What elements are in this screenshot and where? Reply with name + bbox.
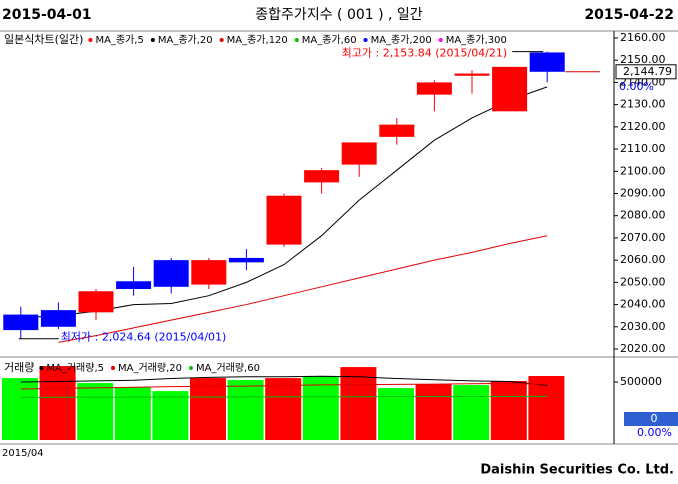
volume-bar [378,388,414,440]
y-tick-label: 2070.00 [620,231,666,244]
candle-body [492,66,528,112]
end-date: 2015-04-22 [584,7,674,23]
legend-entry: MA_종가,300 [446,34,507,46]
candle-body [40,310,76,327]
start-date: 2015-04-01 [2,7,92,23]
volume-bar [39,366,76,440]
legend-dot [219,38,224,42]
candle-body [228,257,264,263]
y-tick-label: 2120.00 [620,120,666,133]
low-annotation: 최저가 : 2,024.64 (2015/04/01) [61,331,227,344]
value-box [624,412,678,426]
ma-line [20,382,548,390]
volume-bar [415,384,452,440]
high-annotation: 최고가 : 2,153.84 (2015/04/21) [342,47,508,60]
legend-dot [111,366,115,370]
candle-body [454,73,490,76]
y-tick-label: 2020.00 [620,342,666,355]
y-tick-label: 2040.00 [620,298,666,311]
volume-bar [190,378,226,440]
y-tick-label: 500000 [620,375,662,388]
y-tick-label: 2100.00 [620,164,666,177]
y-tick-label: 2030.00 [620,320,666,333]
y-tick-label: 2050.00 [620,275,666,288]
last-price-box [615,64,677,80]
legend-entry: MA_종가,5 [95,34,143,46]
volume-bar [340,367,377,440]
y-tick-label: 2090.00 [620,187,666,200]
legend-dot [88,38,93,42]
volume-bar [528,376,565,440]
volume-bar [302,376,339,440]
y-tick-label: 2130.00 [620,98,666,111]
volume-bar [114,387,151,440]
candle-body [3,314,39,331]
legend-entry: MA_거래량,20 [118,362,182,374]
candle-body [78,291,114,313]
candle-body [379,124,415,137]
candle-body [341,142,377,165]
legend-dot [39,366,44,370]
footer: Daishin Securities Co. Ltd. [480,463,674,478]
ma-line [20,395,548,398]
change-box-label: 0.00% [637,426,672,439]
candle-body [153,260,189,287]
legend-title: 일본식차트(일간) [4,32,83,46]
chart-title: 종합주가지수 ( 001 ) , 일간 [255,7,423,23]
volume-bar [490,380,527,440]
volume-bar [152,391,189,440]
candle-body [191,260,227,285]
volume-bar [453,385,490,440]
x-axis-label: 2015/04 [2,448,44,459]
legend-entry: MA_종가,200 [371,34,432,46]
ma-line [20,375,548,387]
legend-dot [188,366,193,370]
y-tick-label: 2160.00 [620,31,666,44]
legend-entry: MA_거래량,60 [196,362,260,374]
volume-bar [265,378,302,440]
legend-dot [150,38,155,42]
candle-body [416,82,452,95]
candle-body [116,281,152,290]
y-tick-label: 2060.00 [620,253,666,266]
value-box-label: 0 [651,412,658,425]
ma-line [58,235,548,343]
legend-entry: MA_종가,120 [227,34,288,46]
candle-body [529,52,565,72]
candle-body [304,170,340,183]
y-tick-label: 2110.00 [620,142,666,155]
legend-dot [294,38,299,42]
volume-bar [2,378,38,440]
legend-entry: MA_종가,20 [158,34,213,46]
last-price-label: 2,144.79 [623,65,672,78]
change-label: 0.00% [619,80,654,93]
legend-dot [438,38,443,42]
volume-bar [77,383,114,440]
legend-entry: MA_거래량,5 [46,362,104,374]
y-tick-label: 2150.00 [620,53,666,66]
legend-entry: MA_종가,60 [302,34,357,46]
volume-bar [227,380,264,440]
legend-title: 거래량 [4,361,34,374]
y-tick-label: 2080.00 [620,209,666,222]
legend-dot [363,38,368,42]
candle-body [266,195,302,245]
